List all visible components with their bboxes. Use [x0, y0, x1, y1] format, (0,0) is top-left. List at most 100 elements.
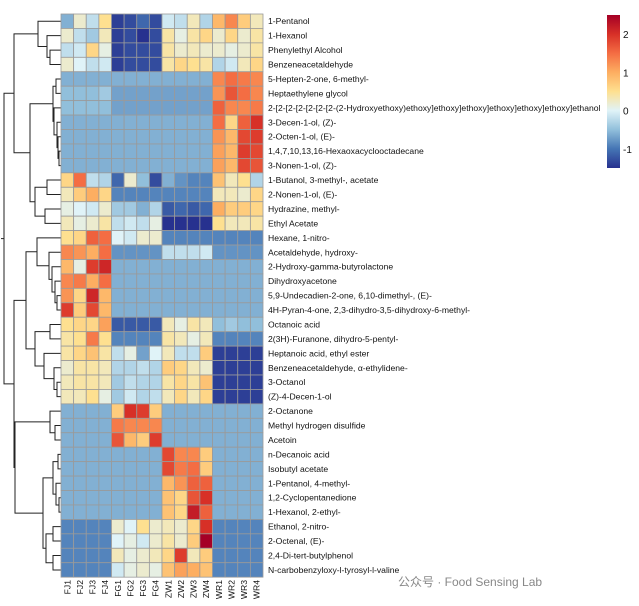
heatmap-cell: [85, 13, 100, 29]
heatmap-cell: [60, 215, 75, 232]
heatmap-cell: [136, 244, 150, 260]
heatmap-cell: [161, 417, 176, 434]
heatmap-cell: [85, 287, 100, 304]
heatmap-cell: [212, 360, 226, 376]
heatmap-cell: [212, 345, 226, 361]
heatmap-cell: [111, 273, 125, 289]
heatmap-cell: [136, 56, 150, 73]
column-label: FG4: [151, 580, 161, 597]
heatmap-cell: [136, 461, 150, 477]
heatmap-cell: [186, 85, 201, 102]
heatmap-cell: [161, 157, 176, 174]
row-label: Phenylethyl Alcohol: [268, 45, 343, 55]
heatmap-cell: [148, 345, 163, 361]
heatmap-cell: [111, 490, 125, 506]
row-label: 5,9-Undecadien-2-one, 6,10-dimethyl-, (E…: [268, 291, 432, 301]
heatmap-cell: [249, 215, 264, 232]
heatmap-cell: [199, 56, 213, 73]
heatmap-cell: [199, 230, 213, 246]
heatmap-cell: [174, 287, 188, 304]
heatmap-cell: [199, 273, 213, 289]
heatmap-cell: [174, 490, 188, 506]
heatmap-cell: [224, 519, 239, 535]
heatmap-cell: [148, 389, 163, 405]
heatmap-cell: [85, 28, 100, 44]
dendrogram-branch: [52, 526, 61, 542]
heatmap-cell: [98, 201, 112, 217]
heatmap-cell: [186, 302, 201, 318]
heatmap-cell: [73, 157, 87, 174]
heatmap-cell: [186, 28, 201, 44]
column-label: WR3: [239, 580, 249, 599]
heatmap-cell: [237, 129, 251, 145]
heatmap-cell: [161, 345, 176, 361]
heatmap-cell: [85, 389, 100, 405]
heatmap-cell: [136, 432, 150, 448]
heatmap-cell: [111, 504, 125, 520]
heatmap-cell: [212, 71, 226, 87]
heatmap-cell: [212, 85, 226, 102]
heatmap-cell: [174, 172, 188, 188]
heatmap-cell: [60, 259, 75, 275]
heatmap-cell: [148, 461, 163, 477]
heatmap-cell: [148, 215, 163, 232]
heatmap-cell: [161, 13, 176, 29]
heatmap-cell: [98, 562, 112, 578]
heatmap-cell: [60, 287, 75, 304]
heatmap-cell: [199, 316, 213, 333]
heatmap-cell: [60, 273, 75, 289]
heatmap-cell: [60, 186, 75, 203]
heatmap-cell: [174, 143, 188, 159]
heatmap-cell: [186, 504, 201, 520]
heatmap-cell: [98, 215, 112, 232]
dendrogram-branch: [49, 323, 61, 340]
heatmap-cell: [237, 331, 251, 347]
heatmap-cell: [199, 389, 213, 405]
heatmap-cell: [85, 114, 100, 130]
heatmap-cell: [212, 389, 226, 405]
heatmap-cell: [60, 504, 75, 520]
heatmap-cell: [237, 42, 251, 58]
heatmap-cell: [148, 403, 163, 419]
row-label: 2-[2-[2-[2-[2-[2-[2-(2-Hydroxyethoxy)eth…: [268, 103, 601, 113]
heatmap-cell: [224, 302, 239, 318]
heatmap-cell: [237, 490, 251, 506]
heatmap-cell: [123, 273, 138, 289]
heatmap-cell: [161, 42, 176, 58]
heatmap-cell: [136, 172, 150, 188]
heatmap-cell: [136, 13, 150, 29]
dendrogram-branch: [13, 299, 26, 469]
heatmap-cell: [98, 85, 112, 102]
heatmap-cell: [111, 129, 125, 145]
legend-tick-label: -1: [623, 145, 632, 156]
heatmap-cell: [85, 244, 100, 260]
row-label: 1-Pentanol, 4-methyl-: [268, 478, 350, 488]
heatmap-cell: [174, 331, 188, 347]
heatmap-cell: [237, 186, 251, 203]
dendrogram-branch: [52, 555, 61, 571]
heatmap-cell: [224, 345, 239, 361]
heatmap-cell: [136, 562, 150, 578]
heatmap-cell: [186, 129, 201, 145]
heatmap-cell: [136, 547, 150, 564]
heatmap-cell: [73, 273, 87, 289]
heatmap-cell: [161, 504, 176, 520]
heatmap-cell: [249, 28, 264, 44]
heatmap-cell: [60, 446, 75, 463]
heatmap-cell: [136, 287, 150, 304]
dendrogram-branch: [14, 421, 50, 514]
heatmap-cell: [212, 28, 226, 44]
heatmap-cell: [161, 475, 176, 491]
heatmap-cell: [123, 230, 138, 246]
heatmap-cell: [60, 56, 75, 73]
heatmap-cell: [186, 186, 201, 203]
heatmap-cell: [60, 100, 75, 116]
heatmap-cell: [212, 143, 226, 159]
heatmap-cell: [60, 85, 75, 102]
row-label: 2-Octenal, (E)-: [268, 536, 324, 546]
dendrogram-branch: [34, 331, 50, 367]
heatmap-cell: [123, 475, 138, 491]
row-label: Dihydroxyacetone: [268, 276, 337, 286]
heatmap-cell: [212, 547, 226, 564]
heatmap-cell: [212, 461, 226, 477]
